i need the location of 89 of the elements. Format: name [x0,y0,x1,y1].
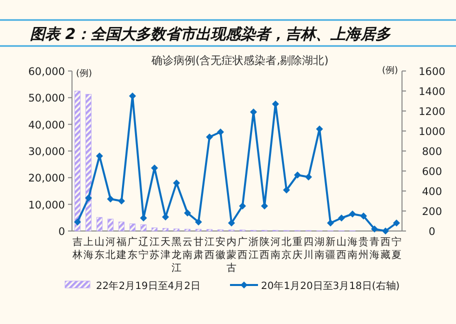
y-tick-label: 10,000 [28,199,65,212]
point [74,218,81,226]
chart-subtitle: 确诊病例(含无症状感染者,剔除湖北) [150,54,329,67]
y2-tick-label: 1000 [418,126,446,138]
y2-tick-label: 600 [422,166,442,178]
y-axis-title: (例) [76,68,92,79]
bar [118,222,124,232]
x-tick-label: 广西 [238,236,248,261]
x-tick-label: 重庆 [292,236,302,261]
y-tick-label: 40,000 [28,119,65,132]
x-tick-label: 四川 [304,237,314,261]
y2-tick-label: 200 [422,206,442,218]
point [118,198,125,204]
y-tick-label: 50,000 [28,92,65,105]
point [173,180,180,186]
x-tick-label: 宁夏 [392,236,402,261]
x-tick-label: 广东 [128,236,138,261]
y2-axis-title: (例) [382,65,398,76]
y2-tick-label: 0 [428,226,436,238]
point [327,220,334,226]
x-tick-label: 北京 [282,236,292,261]
y-tick-label: 60,000 [28,66,65,78]
x-tick-label: 贵州 [358,236,368,261]
y2-tick-label: 1200 [418,106,446,118]
y2-tick-label: 1600 [418,66,446,78]
x-tick-label: 云南 [182,237,192,261]
x-tick-label: 甘肃 [194,236,204,261]
point [184,210,191,216]
point [228,220,235,226]
x-tick-label: 河南 [270,236,280,261]
point [393,220,400,226]
bar [140,224,146,232]
legend-label: 22年2月19日至4月2日 [96,280,201,292]
x-tick-label: 浙江 [248,236,258,261]
chart-title: 图表 2：全国大多数省市出现感染者，吉林、上海居多 [30,25,392,43]
point [217,128,224,136]
legend-label: 20年1月20日至3月18日(右轴) [261,280,400,292]
point [305,174,312,180]
bar [96,217,102,232]
bar [162,228,168,232]
point [85,194,92,202]
x-tick-label: 湖南 [314,236,324,261]
point [360,212,367,220]
point [316,126,323,132]
bar [152,228,158,232]
x-tick-label: 山西 [336,236,346,261]
point [261,202,268,210]
x-tick-label: 黑龙江 [172,237,182,274]
point [206,134,213,140]
point [129,92,136,100]
point [338,214,345,222]
x-tick-label: 西藏 [380,237,390,261]
y2-tick-label: 1400 [418,86,446,98]
y-tick-label: 30,000 [28,146,65,158]
point [371,226,378,232]
bar [74,90,80,232]
bar [108,218,114,232]
x-tick-label: 上海 [84,236,94,261]
point [294,172,301,178]
bar [130,224,136,232]
x-tick-label: 内蒙古 [226,236,236,274]
x-tick-label: 福建 [116,236,126,261]
x-tick-label: 陕西 [260,236,270,261]
y2-tick-label: 400 [422,186,442,198]
y-tick-label: 20,000 [28,172,65,185]
x-tick-label: 天津 [160,237,170,261]
x-tick-label: 江西 [204,236,214,261]
x-tick-label: 山东 [94,236,104,261]
point [107,196,114,202]
point [195,218,202,226]
x-tick-label: 新疆 [326,236,336,261]
point [349,210,356,218]
x-tick-label: 河北 [106,236,116,261]
point [239,202,246,210]
point [272,100,279,108]
y-tick-label: 0 [58,226,65,238]
x-tick-label: 江苏 [150,236,160,261]
x-tick-label: 海南 [348,236,358,261]
x-tick-label: 吉林 [72,236,82,261]
point [382,228,389,234]
x-tick-label: 青海 [370,236,380,261]
x-tick-label: 辽宁 [138,236,148,261]
y2-tick-label: 800 [422,146,442,158]
point [140,214,147,222]
point [250,108,257,116]
point [283,186,290,194]
x-tick-label: 安徽 [216,236,226,261]
bar [174,228,180,232]
bar [86,94,92,232]
